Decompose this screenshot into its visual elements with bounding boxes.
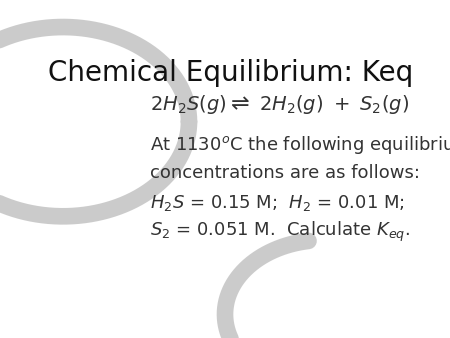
Text: concentrations are as follows:: concentrations are as follows: — [150, 164, 420, 182]
Text: $2H_2(g)\ +\ S_2(g)$: $2H_2(g)\ +\ S_2(g)$ — [258, 93, 409, 116]
Text: $H_2S$ = 0.15 M;  $H_2$ = 0.01 M;: $H_2S$ = 0.15 M; $H_2$ = 0.01 M; — [150, 193, 405, 213]
Text: At 1130$^o$C the following equilibrium: At 1130$^o$C the following equilibrium — [150, 134, 450, 156]
Text: $\rightleftharpoons$: $\rightleftharpoons$ — [225, 94, 250, 114]
Text: $S_2$ = 0.051 M.  Calculate $K_{eq}$.: $S_2$ = 0.051 M. Calculate $K_{eq}$. — [150, 220, 410, 244]
Text: Chemical Equilibrium: Keq: Chemical Equilibrium: Keq — [48, 59, 413, 87]
Text: $2H_2S(g)$: $2H_2S(g)$ — [150, 93, 227, 116]
